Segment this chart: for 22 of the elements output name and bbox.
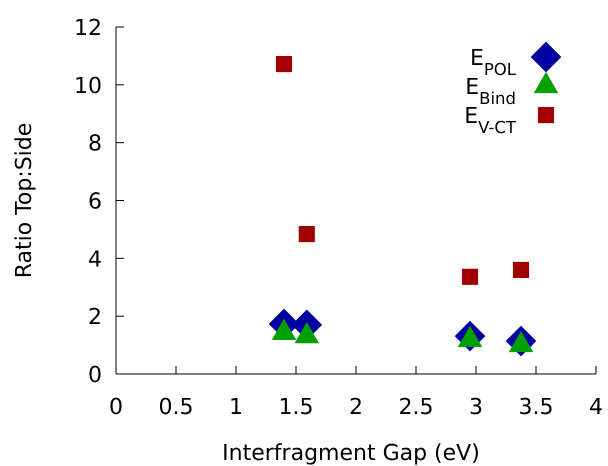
y-tick-label: 2 — [88, 305, 102, 330]
x-tick-label: 3.5 — [518, 395, 554, 420]
x-tick-label: 1 — [229, 395, 243, 420]
x-tick-label: 3 — [469, 395, 483, 420]
x-tick-label: 4 — [589, 395, 603, 420]
x-tick-label: 2 — [349, 395, 363, 420]
x-tick-label: 0.5 — [158, 395, 194, 420]
y-axis-title: Ratio Top:Side — [12, 122, 37, 278]
y-tick-label: 6 — [88, 190, 102, 214]
y-tick-label: 0 — [88, 363, 102, 388]
x-axis-title: Interfragment Gap (eV) — [222, 441, 480, 466]
x-tick-label: 1.5 — [278, 395, 314, 420]
y-tick-label: 10 — [74, 74, 102, 99]
y-tick-label: 4 — [88, 247, 102, 272]
y-tick-label: 12 — [74, 16, 102, 41]
point — [462, 268, 478, 285]
point — [276, 56, 292, 72]
y-tick-label: 8 — [88, 132, 102, 157]
x-tick-label: 2.5 — [398, 395, 434, 420]
x-tick-label: 0 — [109, 395, 123, 420]
point — [512, 262, 530, 278]
point — [298, 226, 315, 242]
